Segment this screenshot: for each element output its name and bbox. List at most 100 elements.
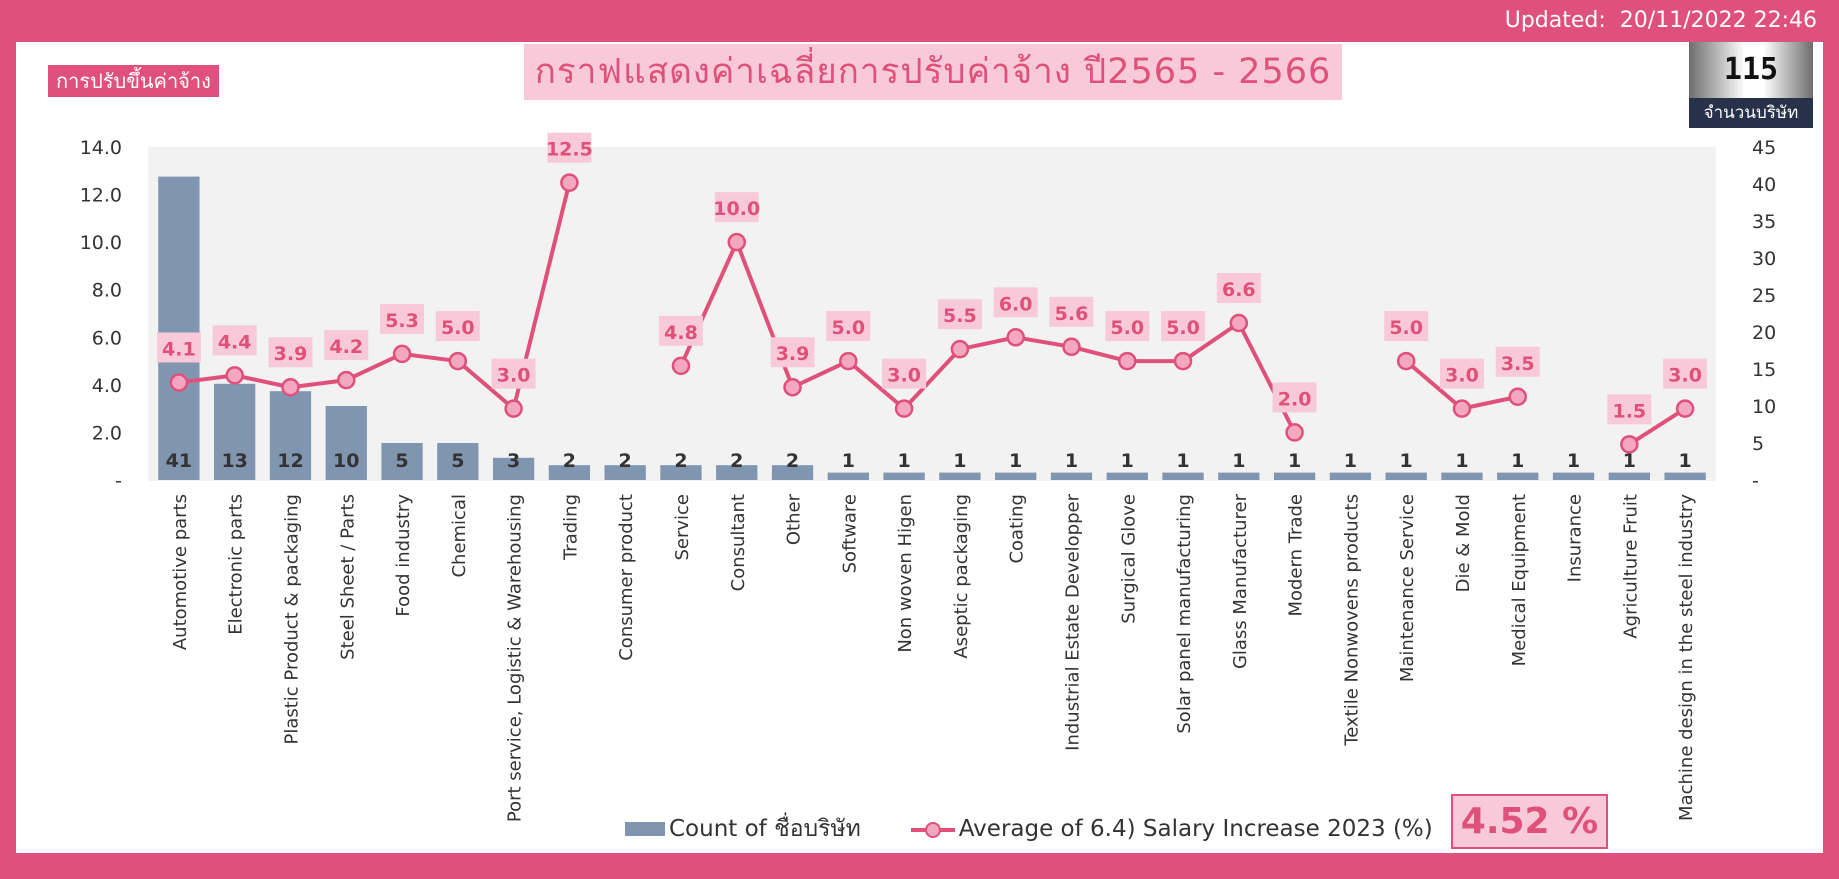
line-data-label: 1.5 <box>1612 400 1646 422</box>
line-point <box>1396 351 1416 371</box>
bar-data-label: 1 <box>1567 450 1580 472</box>
line-data-label: 5.0 <box>1166 317 1200 339</box>
bar <box>604 465 646 480</box>
line-point <box>337 370 356 390</box>
right-tick-label: 30 <box>1752 248 1776 270</box>
bar <box>1441 472 1483 480</box>
bar <box>660 465 702 480</box>
x-tick-label: Electronic parts <box>226 494 247 635</box>
line-data-label: 3.0 <box>497 365 531 387</box>
line-data-label-box <box>547 132 592 163</box>
bar <box>716 465 758 480</box>
bar-data-label: 10 <box>333 450 359 472</box>
bar-data-label: 1 <box>1400 450 1413 472</box>
bar-data-label: 5 <box>451 450 464 472</box>
updated-value: 20/11/2022 22:46 <box>1619 8 1817 33</box>
left-tick-label: 2.0 <box>92 422 122 444</box>
line-point <box>1285 423 1304 442</box>
line-data-label: 5.5 <box>943 305 977 327</box>
line-data-label: 5.6 <box>1055 303 1089 325</box>
chart-legend: Count of ชื่อบริษัท Average of 6.4) Sala… <box>625 812 1433 846</box>
x-axis: Automotive parts Electronic parts Plastic … <box>170 493 1697 822</box>
line-point <box>504 399 523 418</box>
line-point <box>1508 387 1527 406</box>
bar-data-label: 41 <box>166 450 192 472</box>
bar <box>158 176 200 480</box>
line-data-label-box <box>212 325 257 356</box>
right-tick-label: 15 <box>1752 359 1776 381</box>
bar-data-label: 1 <box>1455 450 1468 472</box>
right-tick-label: 25 <box>1752 285 1776 307</box>
line-point <box>392 344 412 364</box>
company-count-value: 115 <box>1689 42 1813 98</box>
bar-data-label: 1 <box>1232 450 1245 472</box>
bar-data-label: 2 <box>619 450 632 472</box>
x-tick-label: Software <box>839 494 860 573</box>
salary-increase-badge: การปรับขึ้นค่าจ้าง <box>48 65 219 97</box>
line-data-label: 5.0 <box>1389 317 1423 339</box>
x-tick-label: Automotive parts <box>170 494 191 650</box>
line-data-label-box <box>1272 382 1317 413</box>
line-data-label: 3.9 <box>776 343 810 365</box>
bar-data-labels: 41 13 12 10 5 5 3 2 2 2 2 2 1 1 1 1 1 1 1 1 1 1 1 1 1 1 1 1 <box>166 450 1692 472</box>
bar-data-label: 1 <box>1065 450 1078 472</box>
bar <box>1050 472 1093 480</box>
line-data-label-box <box>770 337 815 368</box>
bar-data-label: 1 <box>953 450 966 472</box>
line-data-label-box <box>1216 273 1261 304</box>
right-tick-label: 5 <box>1752 433 1764 455</box>
x-tick-label: Machine design in the steel industry <box>1676 494 1697 821</box>
line-data-label: 10.0 <box>713 198 760 220</box>
line-data-label: 5.0 <box>441 317 475 339</box>
bar-data-label: 12 <box>277 450 303 472</box>
line-point <box>783 377 802 397</box>
line-data-label: 6.0 <box>999 293 1033 315</box>
bar-data-label: 1 <box>1623 450 1636 472</box>
x-tick-label: Glass Manufacturer <box>1230 493 1251 669</box>
bar-series <box>158 176 1706 480</box>
bar-data-label: 1 <box>1678 450 1691 472</box>
bar-data-label: 1 <box>1121 450 1134 472</box>
x-tick-label: Solar panel manufacturing <box>1174 494 1195 734</box>
bar <box>1273 472 1316 480</box>
line-point <box>1062 337 1081 357</box>
left-tick-label: - <box>115 470 122 492</box>
right-tick-label: - <box>1752 470 1759 492</box>
bar-data-label: 1 <box>1009 450 1022 472</box>
line-data-label-box <box>324 330 369 361</box>
left-tick-label: 12.0 <box>80 185 122 207</box>
left-tick-label: 10.0 <box>80 232 122 254</box>
bar-data-label: 3 <box>507 450 520 472</box>
line-point <box>1452 399 1472 418</box>
legend-line-swatch <box>910 819 955 839</box>
x-tick-label: Die & Mold <box>1453 494 1474 592</box>
bar-data-label: 1 <box>1511 450 1524 472</box>
line-data-label: 3.0 <box>1445 365 1479 387</box>
bar <box>1664 472 1706 480</box>
x-tick-label: Modern Trade <box>1286 494 1307 617</box>
line-point <box>560 173 579 192</box>
bar-data-label: 13 <box>221 450 247 472</box>
bar-data-label: 5 <box>395 450 408 472</box>
bar <box>437 443 479 480</box>
x-tick-label: Agriculture Fruit <box>1620 494 1641 639</box>
updated-timestamp: Updated: 20/11/2022 22:46 <box>1505 8 1817 33</box>
line-data-label-box <box>1663 358 1708 389</box>
x-tick-label: Medical Equipment <box>1509 494 1530 666</box>
bar <box>1329 472 1372 480</box>
bar-data-label: 2 <box>674 450 687 472</box>
bar <box>1552 472 1595 480</box>
line-data-label-box <box>882 358 927 389</box>
bar-data-label: 1 <box>897 450 910 472</box>
line-point <box>1118 351 1137 371</box>
line-point <box>839 351 858 371</box>
line-point <box>1006 328 1025 347</box>
x-tick-label: Other <box>784 493 805 545</box>
bar <box>325 406 367 480</box>
bar <box>381 443 423 480</box>
right-axis: - 5 10 15 20 25 30 35 40 45 <box>1752 137 1776 492</box>
line-data-label: 3.5 <box>1501 353 1535 375</box>
x-tick-label: Port service, Logistic & Warehousing <box>505 494 526 822</box>
bar <box>771 465 814 480</box>
left-tick-label: 6.0 <box>92 327 122 349</box>
